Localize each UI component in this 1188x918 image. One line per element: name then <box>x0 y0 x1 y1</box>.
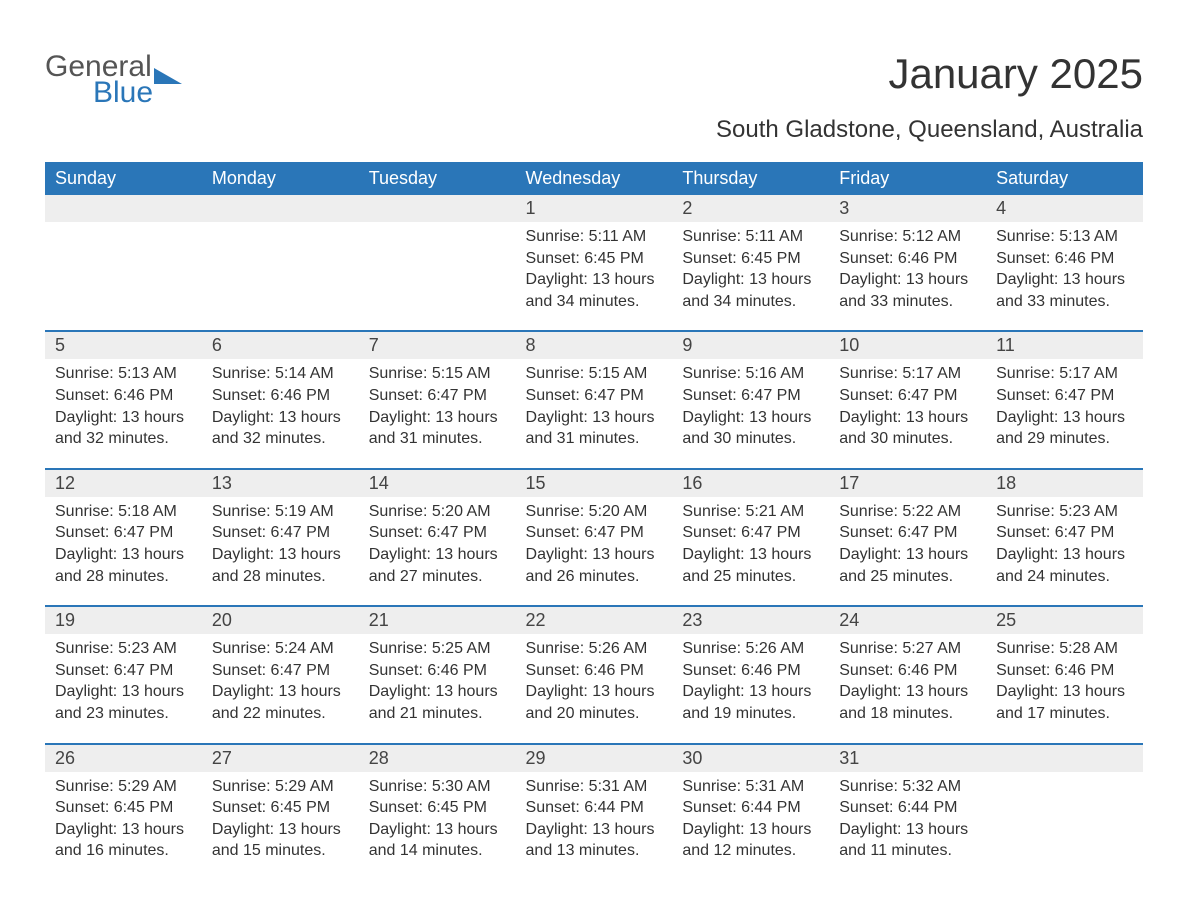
day-number-cell: 27 <box>202 744 359 772</box>
day-detail-cell: Sunrise: 5:13 AMSunset: 6:46 PMDaylight:… <box>45 359 202 468</box>
day-number-cell: 5 <box>45 331 202 359</box>
day-number-row: 19202122232425 <box>45 606 1143 634</box>
day-detail-cell: Sunrise: 5:17 AMSunset: 6:47 PMDaylight:… <box>829 359 986 468</box>
day-number-cell: 29 <box>516 744 673 772</box>
header: General Blue January 2025 South Gladston… <box>45 50 1143 154</box>
day-number-row: 12131415161718 <box>45 469 1143 497</box>
day-number-row: 1234 <box>45 195 1143 222</box>
day-detail-cell <box>359 222 516 331</box>
day-number-cell: 12 <box>45 469 202 497</box>
day-number-cell: 21 <box>359 606 516 634</box>
day-number-cell: 7 <box>359 331 516 359</box>
day-detail-row: Sunrise: 5:18 AMSunset: 6:47 PMDaylight:… <box>45 497 1143 606</box>
day-detail-cell: Sunrise: 5:21 AMSunset: 6:47 PMDaylight:… <box>672 497 829 606</box>
logo-text-blue: Blue <box>93 76 182 110</box>
weekday-header: Thursday <box>672 162 829 195</box>
day-detail-cell: Sunrise: 5:26 AMSunset: 6:46 PMDaylight:… <box>516 634 673 743</box>
day-detail-row: Sunrise: 5:13 AMSunset: 6:46 PMDaylight:… <box>45 359 1143 468</box>
day-detail-cell: Sunrise: 5:32 AMSunset: 6:44 PMDaylight:… <box>829 772 986 880</box>
day-detail-cell: Sunrise: 5:12 AMSunset: 6:46 PMDaylight:… <box>829 222 986 331</box>
day-detail-cell: Sunrise: 5:13 AMSunset: 6:46 PMDaylight:… <box>986 222 1143 331</box>
day-detail-cell: Sunrise: 5:28 AMSunset: 6:46 PMDaylight:… <box>986 634 1143 743</box>
day-detail-cell <box>202 222 359 331</box>
day-detail-cell: Sunrise: 5:19 AMSunset: 6:47 PMDaylight:… <box>202 497 359 606</box>
day-detail-row: Sunrise: 5:29 AMSunset: 6:45 PMDaylight:… <box>45 772 1143 880</box>
day-detail-cell <box>45 222 202 331</box>
weekday-header: Saturday <box>986 162 1143 195</box>
day-number-cell: 24 <box>829 606 986 634</box>
day-detail-row: Sunrise: 5:11 AMSunset: 6:45 PMDaylight:… <box>45 222 1143 331</box>
day-number-cell <box>45 195 202 222</box>
day-detail-row: Sunrise: 5:23 AMSunset: 6:47 PMDaylight:… <box>45 634 1143 743</box>
day-detail-cell: Sunrise: 5:23 AMSunset: 6:47 PMDaylight:… <box>986 497 1143 606</box>
day-number-cell: 19 <box>45 606 202 634</box>
day-detail-cell: Sunrise: 5:26 AMSunset: 6:46 PMDaylight:… <box>672 634 829 743</box>
day-number-cell: 30 <box>672 744 829 772</box>
day-detail-cell: Sunrise: 5:20 AMSunset: 6:47 PMDaylight:… <box>516 497 673 606</box>
day-detail-cell: Sunrise: 5:22 AMSunset: 6:47 PMDaylight:… <box>829 497 986 606</box>
day-number-cell: 4 <box>986 195 1143 222</box>
day-number-row: 567891011 <box>45 331 1143 359</box>
day-number-cell <box>202 195 359 222</box>
day-number-cell: 28 <box>359 744 516 772</box>
day-detail-cell: Sunrise: 5:16 AMSunset: 6:47 PMDaylight:… <box>672 359 829 468</box>
day-detail-cell: Sunrise: 5:11 AMSunset: 6:45 PMDaylight:… <box>672 222 829 331</box>
day-number-cell <box>359 195 516 222</box>
day-number-cell: 20 <box>202 606 359 634</box>
day-detail-cell <box>986 772 1143 880</box>
title-block: January 2025 South Gladstone, Queensland… <box>716 50 1143 154</box>
day-number-cell: 8 <box>516 331 673 359</box>
day-number-cell: 14 <box>359 469 516 497</box>
day-detail-cell: Sunrise: 5:31 AMSunset: 6:44 PMDaylight:… <box>516 772 673 880</box>
weekday-header: Tuesday <box>359 162 516 195</box>
day-detail-cell: Sunrise: 5:25 AMSunset: 6:46 PMDaylight:… <box>359 634 516 743</box>
day-detail-cell: Sunrise: 5:18 AMSunset: 6:47 PMDaylight:… <box>45 497 202 606</box>
weekday-header: Friday <box>829 162 986 195</box>
day-number-cell: 22 <box>516 606 673 634</box>
day-number-cell: 18 <box>986 469 1143 497</box>
day-detail-cell: Sunrise: 5:15 AMSunset: 6:47 PMDaylight:… <box>359 359 516 468</box>
weekday-header: Wednesday <box>516 162 673 195</box>
weekday-header: Monday <box>202 162 359 195</box>
day-number-cell: 15 <box>516 469 673 497</box>
day-detail-cell: Sunrise: 5:20 AMSunset: 6:47 PMDaylight:… <box>359 497 516 606</box>
weekday-header-row: SundayMondayTuesdayWednesdayThursdayFrid… <box>45 162 1143 195</box>
logo: General Blue <box>45 50 182 110</box>
day-number-row: 262728293031 <box>45 744 1143 772</box>
day-number-cell: 2 <box>672 195 829 222</box>
day-detail-cell: Sunrise: 5:17 AMSunset: 6:47 PMDaylight:… <box>986 359 1143 468</box>
day-number-cell: 17 <box>829 469 986 497</box>
weekday-header: Sunday <box>45 162 202 195</box>
month-title: January 2025 <box>716 50 1143 98</box>
day-number-cell <box>986 744 1143 772</box>
day-detail-cell: Sunrise: 5:15 AMSunset: 6:47 PMDaylight:… <box>516 359 673 468</box>
day-number-cell: 10 <box>829 331 986 359</box>
day-detail-cell: Sunrise: 5:24 AMSunset: 6:47 PMDaylight:… <box>202 634 359 743</box>
day-number-cell: 9 <box>672 331 829 359</box>
location: South Gladstone, Queensland, Australia <box>716 116 1143 144</box>
day-number-cell: 26 <box>45 744 202 772</box>
day-number-cell: 23 <box>672 606 829 634</box>
day-number-cell: 3 <box>829 195 986 222</box>
day-detail-cell: Sunrise: 5:11 AMSunset: 6:45 PMDaylight:… <box>516 222 673 331</box>
day-detail-cell: Sunrise: 5:14 AMSunset: 6:46 PMDaylight:… <box>202 359 359 468</box>
day-number-cell: 25 <box>986 606 1143 634</box>
day-detail-cell: Sunrise: 5:27 AMSunset: 6:46 PMDaylight:… <box>829 634 986 743</box>
day-detail-cell: Sunrise: 5:29 AMSunset: 6:45 PMDaylight:… <box>45 772 202 880</box>
calendar-table: SundayMondayTuesdayWednesdayThursdayFrid… <box>45 162 1143 880</box>
day-number-cell: 13 <box>202 469 359 497</box>
day-detail-cell: Sunrise: 5:30 AMSunset: 6:45 PMDaylight:… <box>359 772 516 880</box>
day-detail-cell: Sunrise: 5:31 AMSunset: 6:44 PMDaylight:… <box>672 772 829 880</box>
day-number-cell: 6 <box>202 331 359 359</box>
day-number-cell: 11 <box>986 331 1143 359</box>
day-number-cell: 1 <box>516 195 673 222</box>
day-detail-cell: Sunrise: 5:23 AMSunset: 6:47 PMDaylight:… <box>45 634 202 743</box>
day-number-cell: 16 <box>672 469 829 497</box>
day-detail-cell: Sunrise: 5:29 AMSunset: 6:45 PMDaylight:… <box>202 772 359 880</box>
day-number-cell: 31 <box>829 744 986 772</box>
